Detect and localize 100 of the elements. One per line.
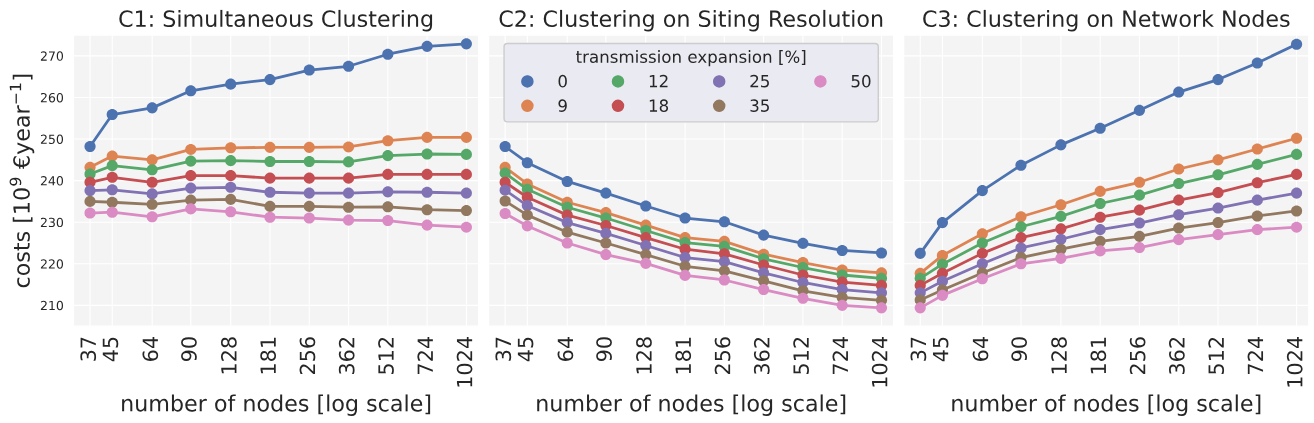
legend-label: 0 [558, 74, 567, 88]
x-tick-label: 90 [596, 337, 612, 362]
point [146, 102, 158, 114]
point [185, 170, 197, 182]
point [303, 212, 315, 224]
point [1173, 177, 1185, 190]
point [936, 258, 948, 270]
point [936, 217, 948, 229]
x-tick-label: 512 [793, 337, 809, 375]
point [1094, 211, 1106, 223]
point [185, 182, 197, 194]
point [264, 74, 276, 86]
point [185, 143, 197, 155]
x-tick-label: 37 [80, 337, 97, 361]
point [521, 220, 533, 232]
point [185, 203, 197, 215]
point [342, 214, 355, 226]
point [382, 201, 394, 213]
x-tick-label: 45 [517, 337, 534, 362]
x-tick-label: 724 [417, 337, 433, 374]
point [758, 283, 770, 296]
point [1015, 159, 1027, 171]
legend-label: 18 [649, 99, 669, 112]
y-tick-label: 220 [40, 259, 64, 269]
y-tick-label: 210 [40, 300, 64, 311]
point [600, 187, 612, 199]
point [264, 141, 276, 153]
point [460, 148, 472, 160]
point [106, 206, 118, 218]
legend-label: 12 [649, 74, 668, 88]
point [640, 257, 652, 269]
point [1251, 158, 1263, 170]
point [600, 249, 612, 261]
y-tick-label: 240 [40, 176, 64, 186]
point [1251, 210, 1263, 222]
point [185, 85, 197, 97]
point [382, 135, 394, 147]
point [421, 186, 433, 198]
legend-label: 9 [558, 99, 567, 112]
point [146, 211, 158, 223]
point [1133, 204, 1146, 216]
point [342, 141, 355, 153]
x-axis-title: number of nodes [log scale] [537, 394, 846, 416]
x-tick-label: 362 [338, 337, 355, 375]
point [264, 155, 276, 168]
point [976, 247, 988, 259]
point [303, 187, 315, 199]
point [1212, 229, 1224, 241]
x-tick-label: 64 [557, 337, 574, 361]
y-axis-title: costs [10$^{9}$ €year$^{−1}$] [9, 74, 35, 288]
point [342, 60, 355, 72]
point [1212, 202, 1224, 214]
point [976, 185, 988, 197]
point [600, 227, 612, 239]
point [421, 40, 433, 52]
x-tick-label: 181 [1090, 337, 1107, 374]
point [1055, 233, 1067, 245]
point [1212, 154, 1224, 166]
point [1015, 258, 1027, 270]
point [106, 184, 118, 196]
point [1055, 139, 1067, 151]
point [225, 181, 237, 193]
point [342, 201, 355, 213]
point [382, 186, 394, 198]
point [1212, 74, 1224, 86]
x-tick-label: 724 [832, 337, 848, 374]
x-tick-label: 128 [636, 337, 652, 374]
point [106, 160, 118, 172]
point [1212, 217, 1224, 229]
point [1291, 132, 1303, 144]
point [1133, 230, 1146, 242]
point [1094, 235, 1106, 247]
x-tick-label: 512 [378, 337, 394, 375]
point [342, 156, 355, 168]
legend-title: transmission expansion [%] [576, 50, 806, 67]
point [225, 78, 237, 90]
point [1094, 224, 1106, 236]
x-tick-label: 45 [102, 337, 119, 362]
x-tick-label: 724 [1247, 337, 1264, 374]
point [146, 164, 158, 176]
y-tick-label: 230 [40, 217, 64, 228]
point [836, 299, 848, 311]
point [936, 289, 948, 301]
point [185, 155, 197, 167]
point [1055, 223, 1067, 235]
point [225, 155, 237, 167]
point [1055, 252, 1067, 264]
point [382, 168, 394, 180]
point [460, 168, 472, 180]
point [382, 48, 394, 60]
point [797, 292, 809, 304]
point [460, 205, 472, 217]
x-tick-label: 181 [260, 337, 277, 374]
point [679, 212, 691, 224]
point [1212, 187, 1224, 199]
chart-title: C1: Simultaneous Clustering [119, 9, 433, 32]
point [1055, 210, 1067, 222]
point [106, 108, 118, 121]
x-tick-label: 1024 [456, 337, 473, 387]
x-tick-label: 512 [1208, 337, 1225, 375]
